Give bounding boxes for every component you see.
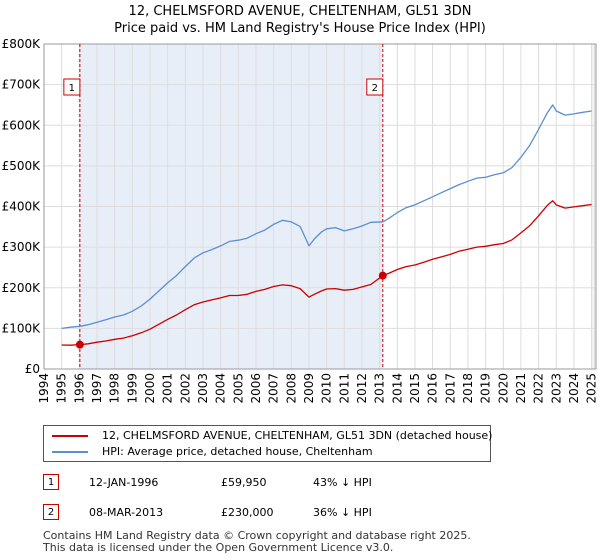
y-tick-label: £0 (25, 362, 40, 376)
x-tick-label: 2011 (337, 373, 351, 404)
x-tick-label: 1998 (108, 373, 122, 404)
x-tick-label: 2022 (532, 373, 546, 404)
chart-subtitle: Price paid vs. HM Land Registry's House … (114, 21, 486, 36)
x-tick-label: 2015 (408, 373, 422, 404)
transaction-2-label: 2 (372, 83, 378, 94)
transaction-price: £59,950 (221, 476, 267, 489)
x-tick-label: 2016 (426, 373, 440, 404)
x-tick-label: 2021 (514, 373, 528, 404)
y-tick-label: £500K (2, 159, 42, 173)
x-tick-label: 2004 (214, 373, 228, 404)
transaction-date: 08-MAR-2013 (89, 506, 164, 519)
transaction-hpi-diff: 36% ↓ HPI (313, 506, 372, 519)
transaction-price: £230,000 (221, 506, 274, 519)
x-tick-label: 2000 (143, 373, 157, 404)
transaction-date: 12-JAN-1996 (89, 476, 159, 489)
transaction-1-label-box (63, 78, 81, 96)
legend-hpi-label: HPI: Average price, detached house, Chel… (102, 445, 373, 458)
x-tick-label: 2012 (355, 373, 369, 404)
hpi-line (61, 104, 592, 330)
transaction-1-label: 1 (69, 83, 75, 94)
transaction-marker-1: 1 (43, 474, 59, 490)
y-tick-label: £100K (2, 321, 42, 335)
transaction-1-marker (75, 340, 84, 349)
x-tick-label: 2002 (178, 373, 192, 404)
x-tick-label: 2013 (373, 373, 387, 404)
price-paid-line (61, 200, 592, 346)
footer-copyright: Contains HM Land Registry data © Crown c… (43, 529, 471, 542)
x-tick-label: 2005 (231, 373, 245, 404)
x-tick-label: 2014 (390, 373, 404, 404)
transaction-2-label-box (366, 78, 384, 96)
x-tick-label: 2006 (249, 373, 263, 404)
x-tick-label: 1997 (90, 373, 104, 404)
x-tick-label: 2009 (302, 373, 316, 404)
x-tick-label: 2019 (479, 373, 493, 404)
y-tick-label: £600K (2, 118, 42, 132)
footer-licence: This data is licensed under the Open Gov… (43, 541, 394, 554)
x-tick-label: 2008 (284, 373, 298, 404)
y-tick-label: £200K (2, 281, 42, 295)
legend: 12, CHELMSFORD AVENUE, CHELTENHAM, GL51 … (43, 425, 493, 462)
y-tick-label: £400K (2, 200, 42, 214)
x-tick-label: 2025 (585, 373, 599, 404)
footer: Contains HM Land Registry data © Crown c… (43, 530, 471, 554)
x-tick-label: 2024 (567, 373, 581, 404)
x-tick-label: 1996 (72, 373, 86, 404)
x-tick-label: 2018 (461, 373, 475, 404)
x-tick-label: 2007 (267, 373, 281, 404)
legend-hpi-swatch (52, 451, 88, 453)
x-tick-label: 2001 (161, 373, 175, 404)
transaction-hpi-diff: 43% ↓ HPI (313, 476, 372, 489)
chart-title: 12, CHELMSFORD AVENUE, CHELTENHAM, GL51 … (128, 4, 472, 19)
legend-price-label: 12, CHELMSFORD AVENUE, CHELTENHAM, GL51 … (102, 429, 493, 442)
plot-frame (43, 43, 597, 370)
price-chart: £0 £100K £200K £300K £400K £500K £600K £700K £80… (2, 37, 599, 404)
x-tick-label: 2010 (320, 373, 334, 404)
x-tick-label: 2023 (549, 373, 563, 404)
y-tick-label: £300K (2, 240, 42, 254)
y-tick-label: £800K (2, 37, 42, 51)
transaction-2-marker (378, 271, 387, 280)
transaction-marker-2: 2 (43, 504, 59, 520)
x-tick-label: 1995 (55, 373, 69, 404)
x-tick-label: 1994 (37, 373, 51, 404)
legend-price-swatch (52, 435, 88, 437)
x-tick-label: 2003 (196, 373, 210, 404)
x-tick-label: 2020 (496, 373, 510, 404)
x-tick-label: 1999 (125, 373, 139, 404)
y-tick-label: £700K (2, 78, 42, 92)
x-tick-label: 2017 (443, 373, 457, 404)
